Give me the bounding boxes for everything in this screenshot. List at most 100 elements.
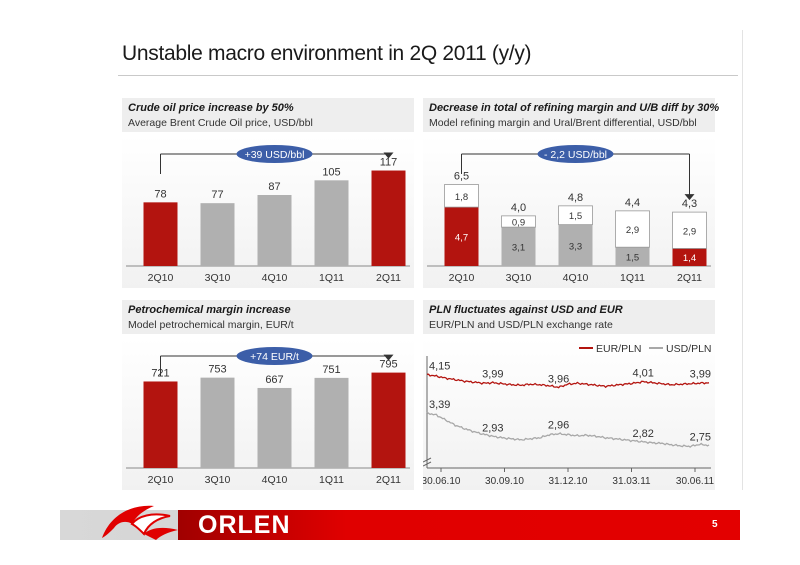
legend-label: EUR/PLN <box>596 343 642 355</box>
data-label: 4,01 <box>632 368 653 380</box>
data-label: 3,39 <box>429 399 450 411</box>
bar-segment-margin <box>558 224 593 266</box>
bar-segment-margin <box>501 227 536 266</box>
data-label: 2,93 <box>482 422 503 434</box>
orlen-eagle-logo <box>102 505 178 540</box>
bar-segment-diff <box>444 184 479 208</box>
change-badge <box>236 145 313 163</box>
title-rule <box>118 75 738 76</box>
data-label: 2,82 <box>632 428 653 440</box>
crude-oil-svg: 78 2Q10 77 3Q10 87 4Q10 105 1Q11 117 2Q11 +39 USD/… <box>126 145 410 284</box>
x-tick-label: 2Q10 <box>449 272 475 284</box>
x-tick-label: 30.09.10 <box>485 476 524 487</box>
bar <box>371 170 406 266</box>
bar-total-label: 4,3 <box>682 198 697 210</box>
bar-total-label: 4,4 <box>625 197 640 209</box>
page-number: 5 <box>712 519 718 530</box>
change-badge-label: +74 EUR/t <box>250 351 299 363</box>
bar-segment-diff <box>501 215 536 228</box>
bar-value-label: 105 <box>322 166 340 178</box>
bar-segment-margin <box>615 247 650 266</box>
data-label: 3,99 <box>482 369 503 381</box>
bar-total-label: 4,0 <box>511 202 526 214</box>
segment-value-label: 1,4 <box>683 253 696 264</box>
x-tick-label: 30.06.10 <box>423 476 461 487</box>
x-tick-label: 4Q10 <box>262 474 288 486</box>
change-badge <box>236 347 313 365</box>
panel-header: Decrease in total of refining margin and… <box>423 98 719 132</box>
x-tick-label: 2Q10 <box>148 272 174 284</box>
bar <box>257 387 292 468</box>
axis-break-mark <box>423 461 432 467</box>
eur-pln-line <box>426 373 710 389</box>
x-tick-label: 2Q11 <box>376 272 401 284</box>
x-tick-label: 3Q10 <box>205 272 231 284</box>
refining-margin-chart: 4,7 1,8 6,5 2Q10 3,1 0,9 4,0 3Q10 3,3 1,5 4,8 4Q10 1… <box>423 136 715 288</box>
segment-value-label: 1,5 <box>626 253 639 264</box>
x-tick-label: 3Q10 <box>205 474 231 486</box>
bar-value-label: 795 <box>379 359 397 371</box>
bar-segment-diff <box>672 211 707 249</box>
segment-value-label: 2,9 <box>683 226 696 237</box>
x-tick-label: 1Q11 <box>319 474 344 486</box>
bar-value-label: 77 <box>211 189 223 201</box>
data-label: 3,96 <box>548 373 569 385</box>
refining-margin-svg: 4,7 1,8 6,5 2Q10 3,1 0,9 4,0 3Q10 3,3 1,5 4,8 4Q10 1… <box>427 145 711 284</box>
bar-value-label: 87 <box>268 181 280 193</box>
bar <box>314 377 349 468</box>
bar-segment-margin <box>444 207 479 266</box>
bar <box>200 203 235 266</box>
panel-subtitle: EUR/PLN and USD/PLN exchange rate <box>429 319 613 331</box>
bar-value-label: 667 <box>265 374 283 386</box>
panel-header: Petrochemical margin increase Model petr… <box>122 300 414 334</box>
x-tick-label: 2Q11 <box>677 272 702 284</box>
panel-header: Crude oil price increase by 50% Average … <box>122 98 414 132</box>
bracket-arrowhead <box>383 354 394 361</box>
panel-title: PLN fluctuates against USD and EUR <box>429 304 623 316</box>
x-tick-label: 31.03.11 <box>612 476 651 487</box>
segment-value-label: 4,7 <box>455 233 468 244</box>
bar <box>143 381 178 468</box>
bar-total-label: 6,5 <box>454 171 469 183</box>
change-badge-label: +39 USD/bbl <box>245 149 305 161</box>
right-divider <box>742 30 743 490</box>
footer-red-band <box>178 510 740 540</box>
axis-break-mark <box>423 457 432 463</box>
bracket-arrowhead <box>684 194 695 201</box>
legend-label: USD/PLN <box>666 343 712 355</box>
bar-total-label: 4,8 <box>568 192 583 204</box>
data-label: 4,15 <box>429 361 450 373</box>
panel-header: PLN fluctuates against USD and EUR EUR/P… <box>423 300 715 334</box>
bar <box>371 372 406 468</box>
panel-subtitle: Average Brent Crude Oil price, USD/bbl <box>128 117 313 129</box>
change-badge-label: - 2,2 USD/bbl <box>544 149 607 161</box>
bar-value-label: 117 <box>380 157 398 169</box>
x-tick-label: 31.12.10 <box>549 476 588 487</box>
fx-svg: EUR/PLN USD/PLN 4,15 3,99 3,96 4,01 3,99 3,39 2,… <box>423 343 715 487</box>
x-tick-label: 1Q11 <box>620 272 645 284</box>
crude-oil-chart: 78 2Q10 77 3Q10 87 4Q10 105 1Q11 117 2Q11 +39 USD/… <box>122 136 414 288</box>
segment-value-label: 2,9 <box>626 225 639 236</box>
panel-subtitle: Model refining margin and Ural/Brent dif… <box>429 117 697 129</box>
panel-title: Decrease in total of refining margin and… <box>429 102 720 114</box>
x-tick-label: 1Q11 <box>319 272 344 284</box>
segment-value-label: 3,3 <box>569 241 582 252</box>
bar <box>200 377 235 468</box>
logo-wordmark: ORLEN <box>198 511 291 539</box>
x-tick-label: 2Q10 <box>148 474 174 486</box>
bar <box>143 202 178 266</box>
bracket-arrowhead <box>383 152 394 159</box>
x-tick-label: 3Q10 <box>506 272 532 284</box>
bar <box>257 195 292 266</box>
bar-segment-diff <box>558 205 593 226</box>
change-badge <box>537 145 614 163</box>
petchem-chart: 721 2Q10 753 3Q10 667 4Q10 751 1Q11 795 2Q11 +74 E… <box>122 338 414 490</box>
page-title: Unstable macro environment in 2Q 2011 (y… <box>122 42 532 65</box>
bar-value-label: 78 <box>154 188 166 200</box>
fx-chart: EUR/PLN USD/PLN 4,15 3,99 3,96 4,01 3,99 3,39 2,… <box>423 338 715 490</box>
x-tick-label: 2Q11 <box>376 474 401 486</box>
usd-pln-line <box>426 411 710 448</box>
bar-value-label: 751 <box>322 364 340 376</box>
data-label: 2,75 <box>690 431 711 443</box>
